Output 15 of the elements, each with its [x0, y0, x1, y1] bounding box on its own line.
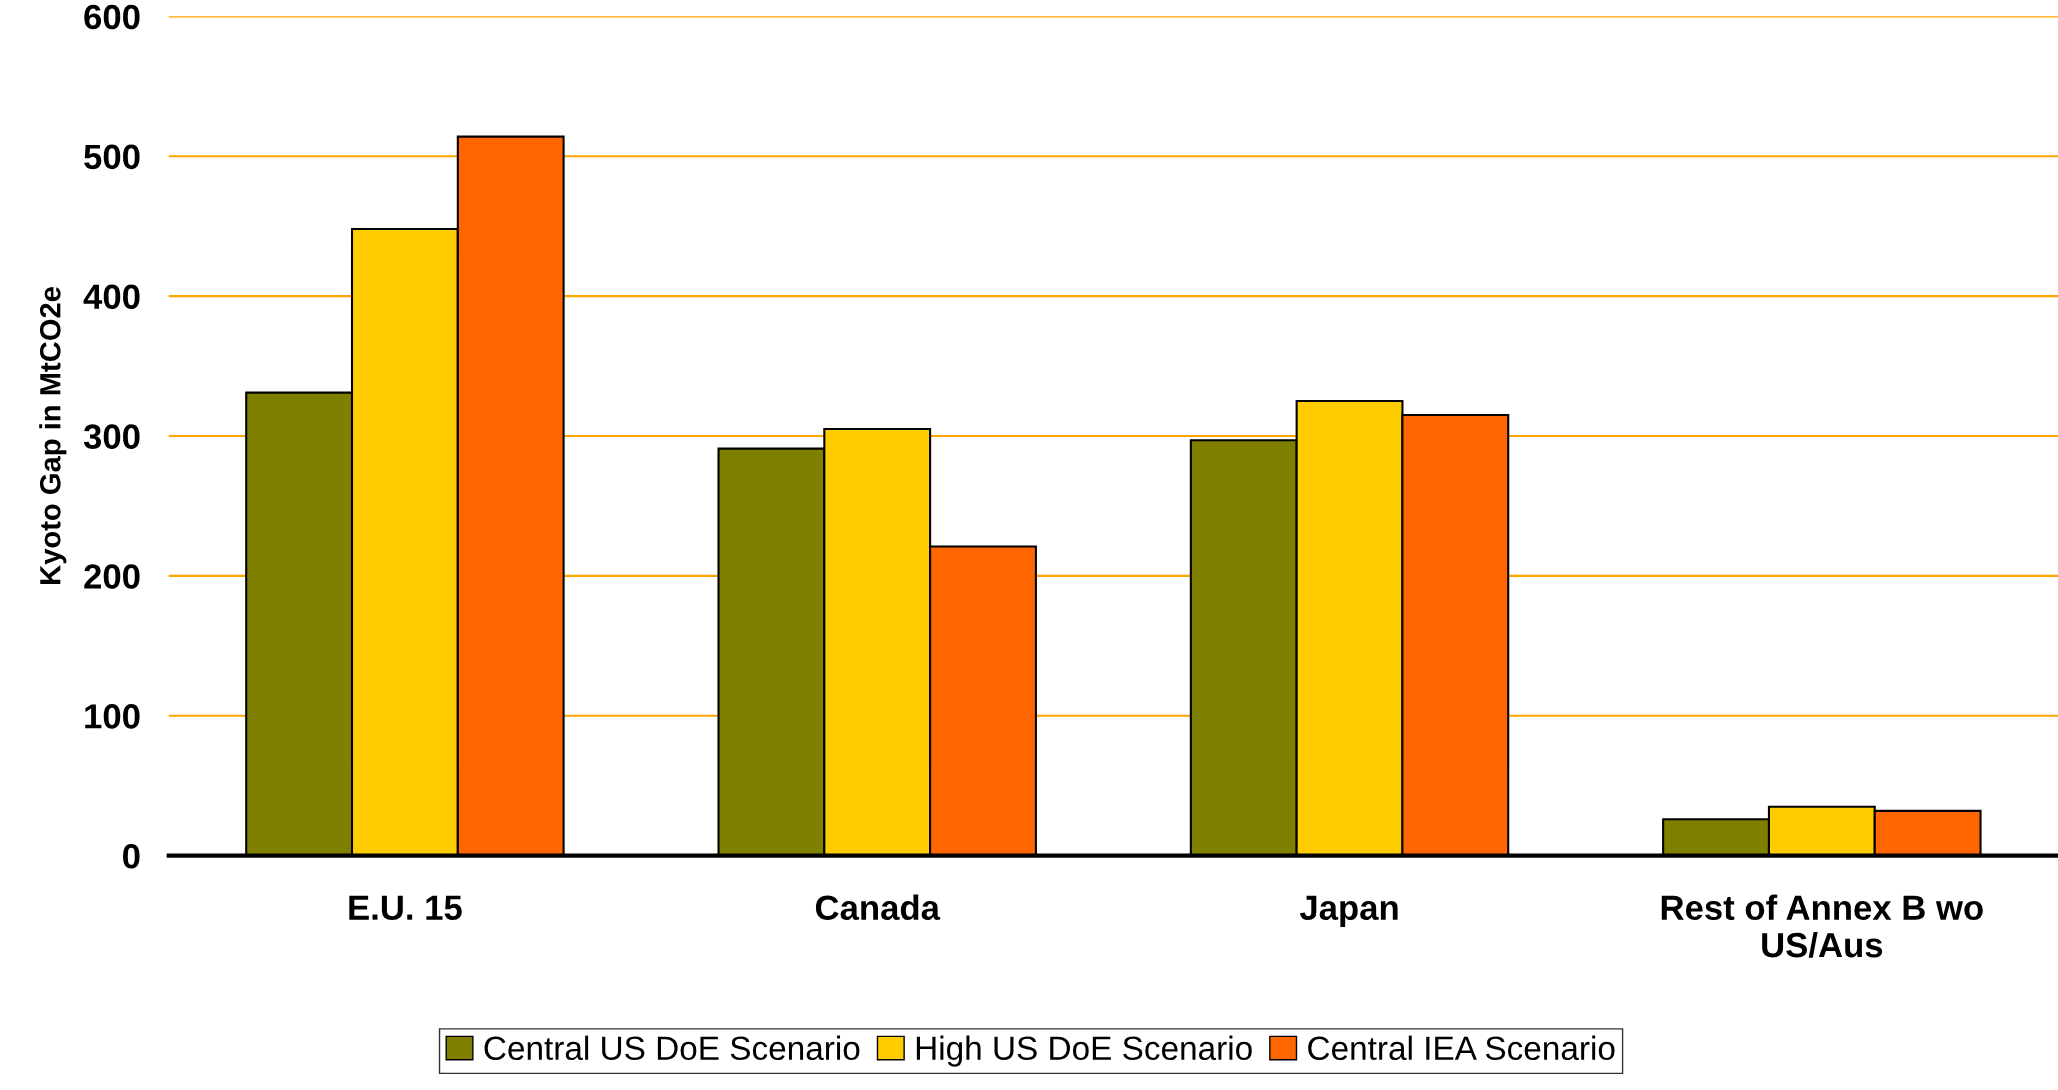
y-tick-label: 500 [84, 144, 140, 170]
x-tick-label: Canada [815, 894, 941, 921]
y-tick-label: 0 [123, 843, 140, 869]
y-axis-title: Kyoto Gap in MtCO2e [39, 287, 67, 584]
y-tick-label: 100 [85, 704, 140, 729]
legend-label: Central IEA Scenario [1308, 1035, 1615, 1061]
x-tick-label: E.U. 15 [349, 895, 462, 921]
legend-label: Central US DoE Scenario [484, 1035, 860, 1061]
y-tick-label: 200 [84, 564, 140, 589]
y-tick-label: 400 [83, 284, 140, 310]
x-tick-label: Rest of Annex B wo US/Aus [1661, 894, 1983, 958]
legend-label: High US DoE Scenario [916, 1035, 1252, 1067]
y-tick-label: 300 [83, 424, 140, 449]
x-tick-label: Japan [1299, 895, 1398, 927]
y-tick-label: 600 [84, 4, 140, 30]
